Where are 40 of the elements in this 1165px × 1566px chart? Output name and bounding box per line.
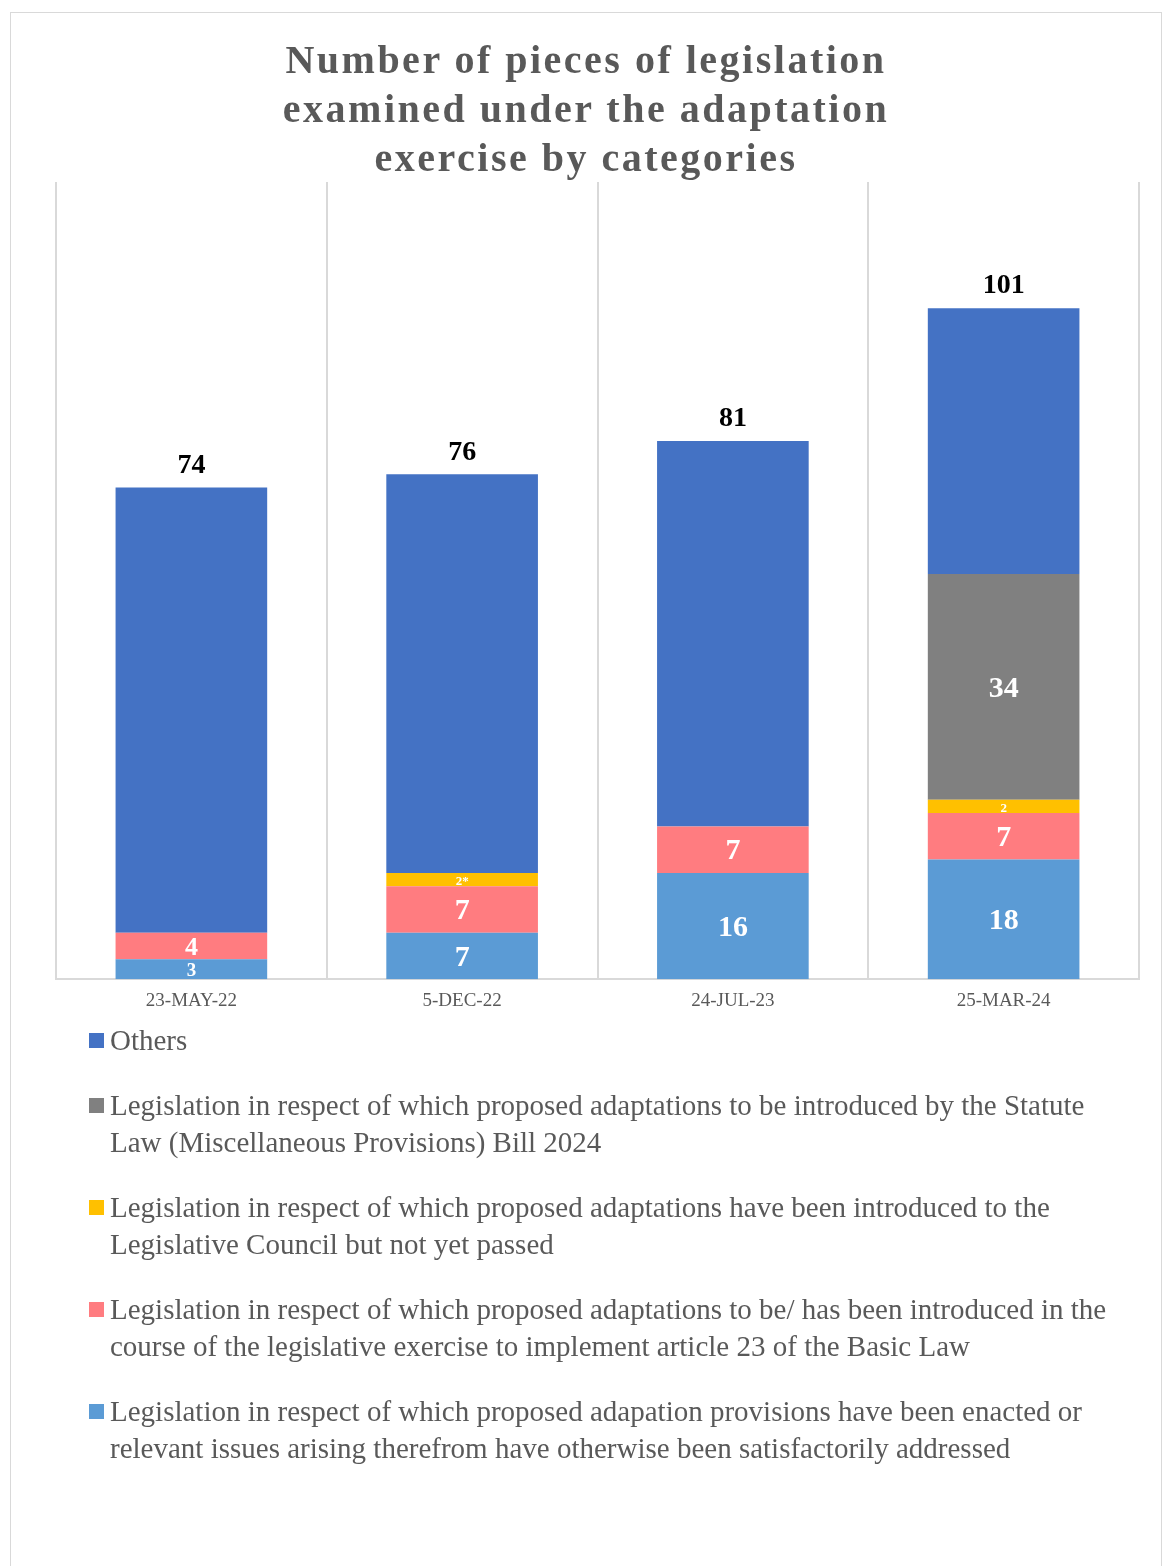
data-label: 2 (1000, 799, 1007, 815)
total-label: 76 (448, 434, 477, 466)
data-label: 3 (186, 959, 197, 981)
x-tick-label: 24-JUL-23 (691, 988, 775, 1010)
legend-label: Others (110, 1023, 188, 1058)
bar (927, 799, 1080, 814)
bar (386, 474, 538, 873)
x-tick-label: 25-MAR-24 (956, 988, 1052, 1010)
chart-title: Number of pieces of legislation examined under the adaptation exercise by categories (281, 36, 891, 182)
bar (927, 859, 1080, 980)
bar (657, 826, 809, 873)
bar (386, 932, 538, 980)
data-label: 34 (988, 669, 1019, 703)
legend-label: Legislation in respect of which proposed adaptations to be introduced by the Statute Law (Miscellaneous Provisions) Bill 2024 (110, 1088, 1086, 1160)
legend-label: Legislation in respect of which proposed adapation provisions have been enacted or relevant issues arising therefrom have otherwise been satisfactorily addressed (110, 1394, 1083, 1466)
x-tick-label: 5-DEC-22 (422, 988, 502, 1010)
legend-label: Legislation in respect of which proposed adaptations to be/ has been introduced in the course of the legislative exercise to implement article 23 of the Basic Law (110, 1292, 1108, 1364)
bar (115, 932, 268, 960)
data-label: 2* (455, 872, 469, 888)
data-label: 16 (717, 908, 748, 942)
data-label: 7 (725, 832, 741, 866)
bar (657, 872, 809, 980)
bar (927, 573, 1080, 800)
bar (927, 813, 1080, 860)
bar (115, 959, 268, 980)
bar (386, 872, 538, 887)
total-label: 101 (982, 268, 1025, 300)
bar (386, 886, 538, 933)
data-label: 7 (454, 938, 470, 972)
data-label: 18 (988, 902, 1019, 936)
legend-label: Legislation in respect of which proposed adaptations have been introduced to the Legislative Council but not yet passed (110, 1190, 1051, 1262)
total-label: 74 (177, 447, 206, 479)
data-label: 4 (184, 931, 198, 961)
bar (657, 441, 809, 827)
x-tick-label: 23-MAY-22 (145, 988, 237, 1010)
data-label: 7 (454, 892, 470, 926)
total-label: 81 (718, 401, 747, 433)
bar (927, 308, 1080, 574)
bar (115, 487, 268, 933)
data-label: 7 (996, 819, 1012, 853)
